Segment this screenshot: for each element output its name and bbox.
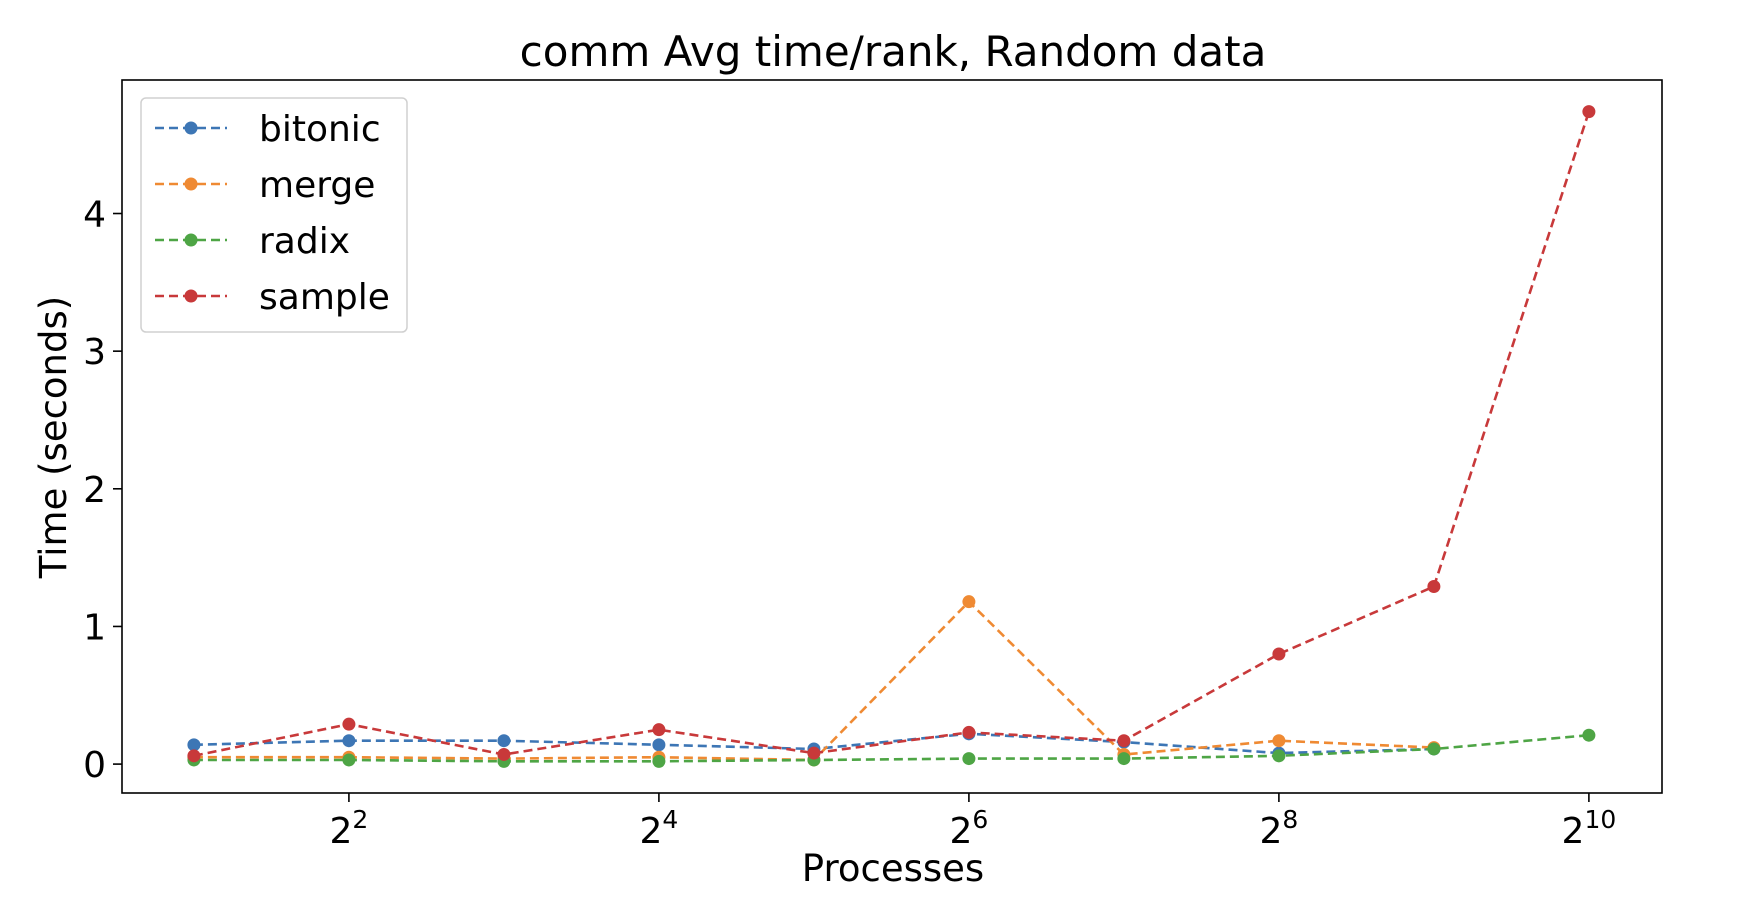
y-tick-label: 3	[83, 332, 106, 373]
data-point-radix-3	[652, 754, 666, 768]
data-point-sample-4	[807, 746, 821, 760]
legend-label-bitonic: bitonic	[259, 109, 381, 150]
data-point-bitonic-2	[497, 734, 511, 748]
y-tick-label: 1	[83, 607, 106, 648]
data-point-radix-5	[962, 752, 976, 766]
data-point-bitonic-3	[652, 738, 666, 752]
plot-frame	[121, 79, 1663, 794]
data-point-bitonic-0	[187, 738, 201, 752]
series-line-merge	[193, 599, 1434, 762]
legend-marker-merge	[184, 177, 198, 191]
y-tick-label: 2	[83, 470, 106, 511]
legend-marker-radix	[184, 233, 198, 247]
data-point-radix-7	[1272, 749, 1286, 763]
data-point-sample-5	[962, 725, 976, 739]
data-point-sample-8	[1427, 580, 1441, 594]
legend-label-sample: sample	[259, 277, 390, 318]
data-point-sample-1	[342, 717, 356, 731]
axes: 0 1 2 3 4 22 24 26 28 210	[83, 79, 1663, 852]
series-line-sample	[193, 111, 1591, 758]
legend-marker-bitonic	[184, 121, 198, 135]
x-tick-label: 28	[1259, 805, 1298, 852]
legend-label-merge: merge	[259, 165, 375, 206]
chart-title: comm Avg time/rank, Random data	[520, 27, 1267, 76]
data-point-radix-8	[1427, 742, 1441, 756]
legend: bitonic merge radix sample	[140, 97, 408, 333]
data-point-bitonic-1	[342, 734, 356, 748]
x-axis-label: Processes	[802, 847, 984, 890]
legend-box	[140, 97, 408, 333]
data-point-radix-9	[1582, 728, 1596, 742]
data-point-sample-2	[497, 747, 511, 761]
x-tick-label: 210	[1562, 805, 1617, 852]
data-point-sample-9	[1582, 105, 1596, 119]
data-point-sample-0	[187, 749, 201, 763]
data-point-merge-5	[962, 595, 976, 609]
series-line-radix	[193, 733, 1590, 763]
data-point-sample-6	[1117, 734, 1131, 748]
legend-label-radix: radix	[259, 221, 350, 262]
plot-area	[187, 105, 1596, 768]
data-point-sample-7	[1272, 647, 1286, 661]
data-point-radix-6	[1117, 752, 1131, 766]
y-tick-label: 4	[83, 195, 106, 236]
x-tick-label: 22	[330, 805, 369, 852]
y-tick-label: 0	[83, 745, 106, 786]
data-point-radix-1	[342, 753, 356, 767]
data-point-merge-7	[1272, 734, 1286, 748]
legend-marker-sample	[184, 289, 198, 303]
y-axis-label: Time (seconds)	[32, 296, 75, 579]
x-tick-label: 26	[949, 805, 988, 852]
x-tick-label: 24	[639, 805, 678, 852]
data-point-sample-3	[652, 723, 666, 737]
